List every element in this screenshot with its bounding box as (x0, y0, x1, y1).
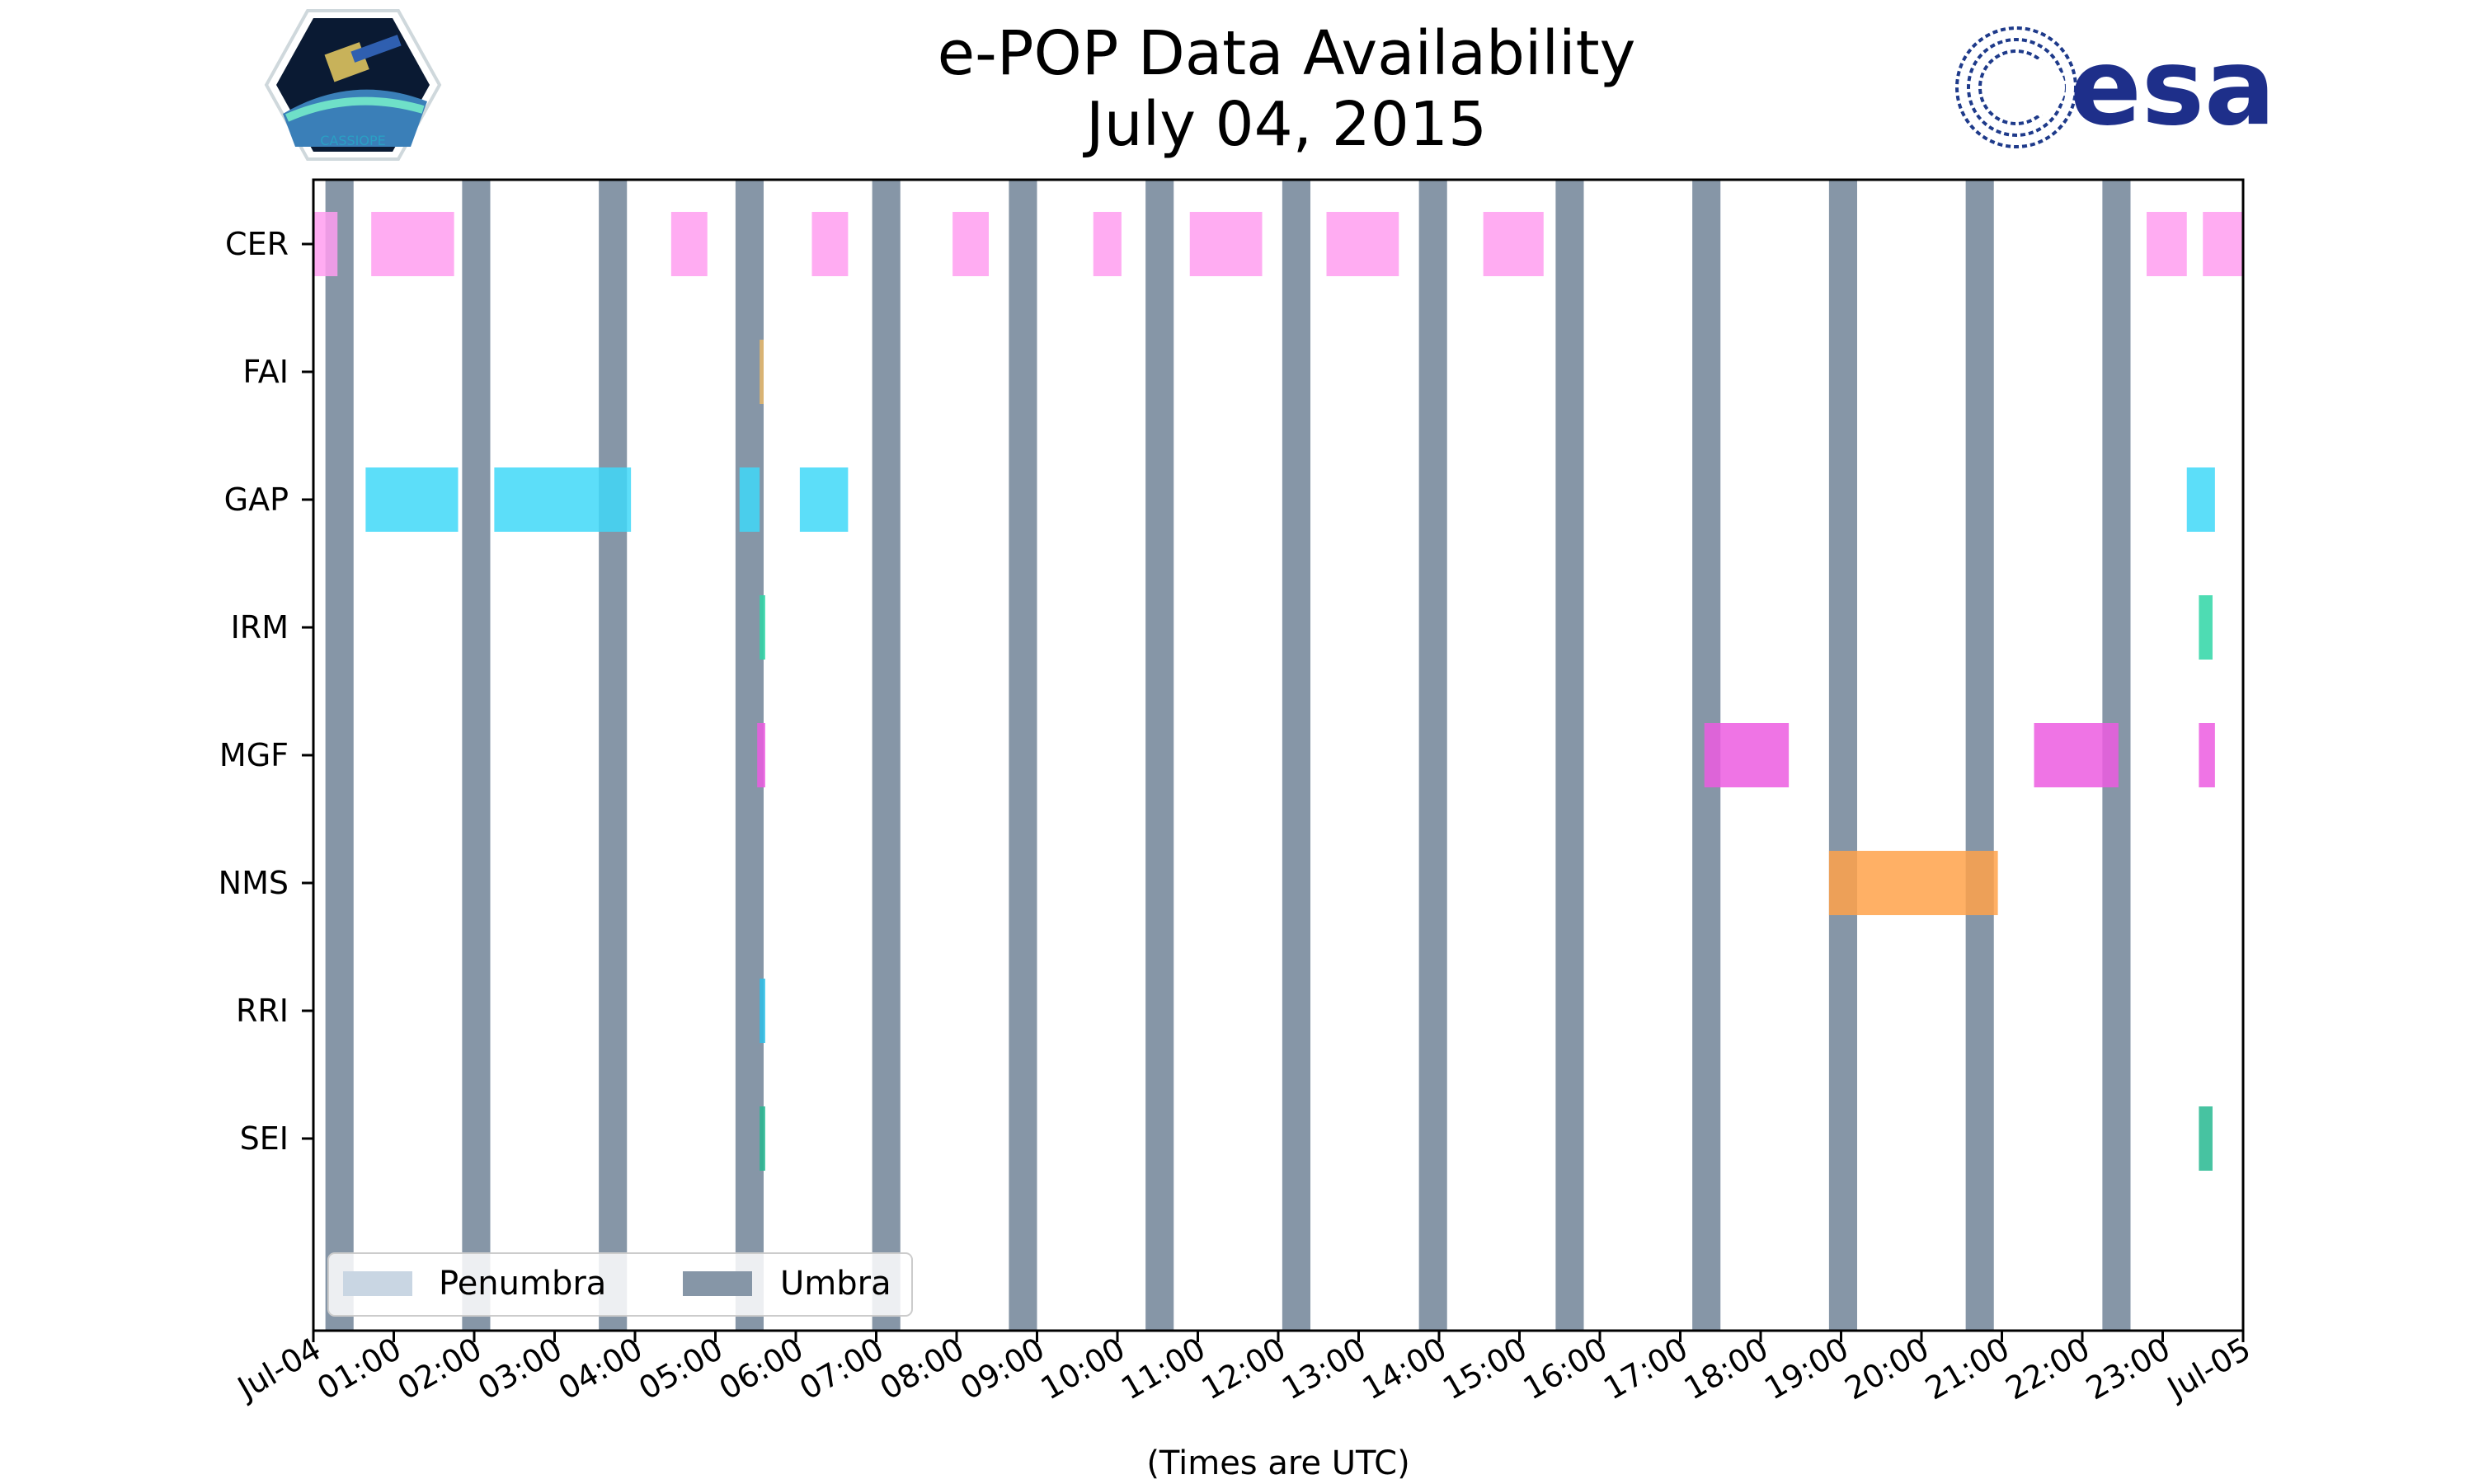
esa-logo-text: esa (2070, 26, 2275, 149)
y-tick-label-cer: CER (225, 226, 289, 262)
x-tick-label-11: 11:00 (1115, 1331, 1211, 1407)
x-tick-label-16: 16:00 (1517, 1331, 1614, 1407)
y-tick-label-nms: NMS (219, 865, 289, 901)
x-tick-label-19: 19:00 (1758, 1331, 1855, 1407)
x-tick-label-13: 13:00 (1276, 1331, 1372, 1407)
interval-gap-3 (799, 467, 849, 532)
y-tick-label-gap: GAP (224, 481, 289, 518)
umbra-band-2 (599, 180, 628, 1331)
x-tick-label-2: 02:00 (392, 1331, 488, 1407)
legend-box (327, 1252, 913, 1317)
interval-mgf-0 (757, 723, 765, 787)
y-tick-label-mgf: MGF (219, 737, 289, 773)
x-axis: Jul-0401:0002:0003:0004:0005:0006:0007:0… (230, 1331, 2256, 1407)
cassiope-logo: CASSIOPE (264, 9, 442, 161)
interval-cer-3 (811, 212, 849, 276)
interval-cer-6 (1189, 212, 1263, 276)
interval-cer-1 (371, 212, 454, 276)
x-tick-label-6: 06:00 (713, 1331, 810, 1407)
x-tick-label-15: 15:00 (1437, 1331, 1533, 1407)
interval-fai-0 (760, 340, 764, 404)
umbra-band-8 (1418, 180, 1447, 1331)
x-tick-label-18: 18:00 (1678, 1331, 1775, 1407)
interval-sei-1 (2199, 1106, 2213, 1171)
instrument-intervals (313, 212, 2243, 1171)
interval-cer-8 (1483, 212, 1544, 276)
interval-irm-1 (2199, 595, 2213, 660)
x-tick-label-1: 01:00 (311, 1331, 407, 1407)
umbra-band-4 (872, 180, 901, 1331)
interval-nms-0 (1828, 851, 1998, 915)
y-axis: CER FAI GAP IRM MGF NMS RRI SEI (219, 226, 313, 1157)
interval-rri-0 (760, 979, 765, 1043)
interval-irm-0 (760, 595, 765, 660)
x-tick-label-17: 17:00 (1597, 1331, 1694, 1407)
legend-swatch-umbra (683, 1271, 752, 1296)
umbra-band-11 (1828, 180, 1857, 1331)
interval-cer-5 (1093, 212, 1122, 276)
x-tick-label-7: 07:00 (793, 1331, 890, 1407)
legend: Penumbra Umbra (327, 1252, 913, 1317)
interval-gap-0 (365, 467, 459, 532)
chart-title-line-2: July 04, 2015 (1085, 89, 1488, 160)
interval-cer-9 (2147, 212, 2187, 276)
x-tick-label-4: 04:00 (553, 1331, 649, 1407)
x-tick-label-21: 21:00 (1919, 1331, 2015, 1407)
cassiope-logo-text: CASSIOPE (320, 133, 386, 148)
esa-logo: esa (1955, 26, 2275, 149)
x-tick-label-23: 23:00 (2080, 1331, 2176, 1407)
interval-sei-0 (760, 1106, 765, 1171)
interval-cer-0 (313, 212, 338, 276)
interval-gap-1 (494, 467, 632, 532)
interval-cer-10 (2203, 212, 2243, 276)
x-tick-label-12: 12:00 (1196, 1331, 1292, 1407)
y-tick-label-sei: SEI (240, 1120, 289, 1157)
umbra-band-5 (1009, 180, 1037, 1331)
x-tick-label-14: 14:00 (1357, 1331, 1453, 1407)
interval-mgf-2 (2034, 723, 2119, 787)
y-tick-label-rri: RRI (236, 993, 289, 1029)
interval-mgf-3 (2199, 723, 2215, 787)
interval-mgf-1 (1704, 723, 1790, 787)
umbra-band-0 (325, 180, 354, 1331)
x-tick-label-5: 05:00 (633, 1331, 729, 1407)
umbra-band-9 (1555, 180, 1584, 1331)
interval-cer-2 (670, 212, 708, 276)
x-tick-label-22: 22:00 (2000, 1331, 2096, 1407)
x-tick-label-3: 03:00 (472, 1331, 568, 1407)
chart-title-line-1: e-POP Data Availability (937, 18, 1636, 89)
legend-label-umbra: Umbra (780, 1265, 891, 1303)
umbra-band-12 (1965, 180, 1994, 1331)
x-axis-label: (Times are UTC) (1146, 1444, 1409, 1482)
interval-cer-7 (1326, 212, 1399, 276)
x-tick-label-8: 08:00 (874, 1331, 971, 1407)
x-tick-label-24: Jul-05 (2160, 1331, 2256, 1407)
legend-label-penumbra: Penumbra (439, 1265, 606, 1303)
x-tick-label-10: 10:00 (1035, 1331, 1131, 1407)
interval-gap-4 (2186, 467, 2215, 532)
legend-swatch-penumbra (343, 1271, 412, 1296)
umbra-band-7 (1282, 180, 1310, 1331)
x-tick-label-20: 20:00 (1839, 1331, 1935, 1407)
umbra-band-6 (1145, 180, 1174, 1331)
interval-gap-2 (739, 467, 760, 532)
x-tick-label-9: 09:00 (954, 1331, 1051, 1407)
umbra-bands (325, 180, 2131, 1331)
chart-title: e-POP Data Availability July 04, 2015 (0, 18, 2474, 160)
x-tick-label-0: Jul-04 (230, 1331, 327, 1407)
y-tick-label-irm: IRM (231, 609, 289, 646)
interval-cer-4 (952, 212, 989, 276)
umbra-band-1 (462, 180, 491, 1331)
y-tick-label-fai: FAI (242, 354, 289, 390)
